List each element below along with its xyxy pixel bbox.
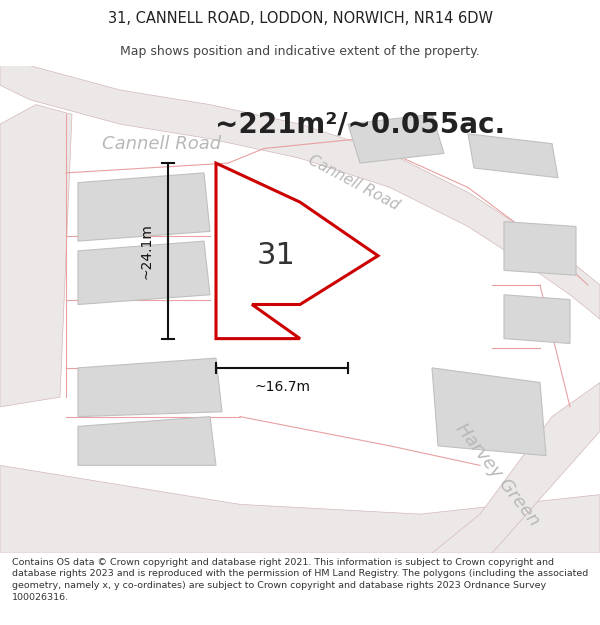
Polygon shape (348, 114, 444, 163)
Text: 31, CANNELL ROAD, LODDON, NORWICH, NR14 6DW: 31, CANNELL ROAD, LODDON, NORWICH, NR14 … (107, 11, 493, 26)
Polygon shape (78, 358, 222, 417)
Polygon shape (78, 417, 216, 466)
Polygon shape (78, 241, 210, 304)
Polygon shape (0, 104, 72, 407)
Text: Map shows position and indicative extent of the property.: Map shows position and indicative extent… (120, 45, 480, 58)
Text: Cannell Road: Cannell Road (102, 134, 221, 152)
Text: Harvey Green: Harvey Green (452, 421, 544, 530)
Polygon shape (504, 222, 576, 275)
Text: Cannell Road: Cannell Road (306, 152, 402, 213)
Text: ~16.7m: ~16.7m (254, 381, 310, 394)
Polygon shape (0, 466, 600, 553)
Polygon shape (504, 295, 570, 344)
Polygon shape (0, 66, 600, 319)
Text: ~221m²/~0.055ac.: ~221m²/~0.055ac. (215, 110, 505, 138)
Text: 31: 31 (257, 241, 295, 270)
Polygon shape (216, 163, 378, 339)
Polygon shape (432, 382, 600, 553)
Polygon shape (468, 134, 558, 178)
Text: Contains OS data © Crown copyright and database right 2021. This information is : Contains OS data © Crown copyright and d… (12, 558, 588, 602)
Text: ~24.1m: ~24.1m (140, 223, 154, 279)
Polygon shape (432, 368, 546, 456)
Polygon shape (78, 173, 210, 241)
